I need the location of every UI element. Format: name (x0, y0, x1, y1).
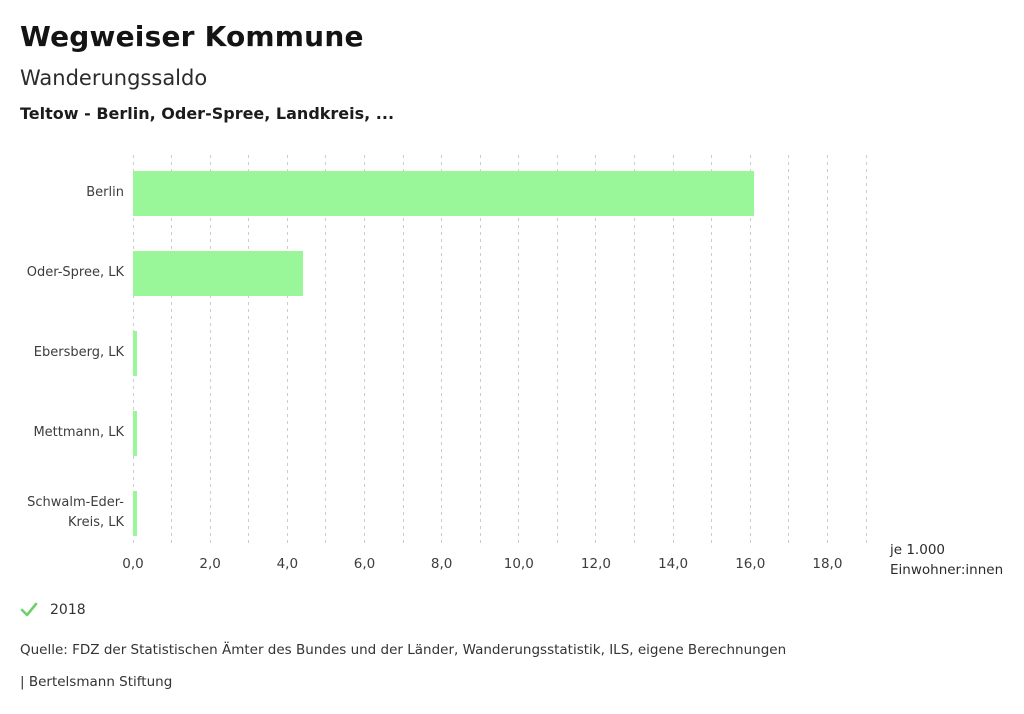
bar-row: Berlin (86, 153, 866, 233)
legend-item-2018[interactable]: 2018 (20, 602, 86, 618)
gridline (248, 155, 250, 545)
check-icon (20, 602, 38, 617)
gridline (749, 155, 751, 545)
category-label: Berlin (86, 184, 124, 200)
gridline (518, 155, 520, 545)
category-label: Ebersberg, LK (33, 344, 124, 360)
category-label: Schwalm-Eder-Kreis, LK (27, 494, 124, 530)
gridline (672, 155, 674, 545)
x-axis-unit-line-1: je 1.000 (890, 542, 945, 558)
bar[interactable] (133, 330, 137, 376)
x-tick-label: 0,0 (122, 556, 144, 572)
source-text: Quelle: FDZ der Statistischen Ämter des … (20, 642, 787, 658)
x-tick-label: 4,0 (276, 556, 299, 572)
category-label: Oder-Spree, LK (26, 264, 124, 280)
gridline (595, 155, 597, 545)
x-tick-label: 16,0 (735, 556, 766, 572)
bar[interactable] (133, 490, 137, 536)
gridline (479, 155, 481, 545)
x-tick-label: 8,0 (430, 556, 453, 572)
page-title: Wegweiser Kommune (20, 20, 364, 53)
gridline (441, 155, 443, 545)
gridline (402, 155, 404, 545)
chart-context: Teltow - Berlin, Oder-Spree, Landkreis, … (20, 104, 395, 123)
chart-subtitle: Wanderungssaldo (20, 66, 208, 90)
x-axis-unit-label: je 1.000 Einwohner:innen (890, 540, 1003, 580)
gridline (286, 155, 288, 545)
bar-row: Oder-Spree, LK (27, 233, 866, 313)
x-axis-unit-line-2: Einwohner:innen (890, 562, 1004, 578)
gridline (363, 155, 365, 545)
gridline (171, 155, 173, 545)
gridline (865, 155, 867, 545)
bar-row: Schwalm-Eder-Kreis, LK (27, 473, 866, 553)
category-label: Mettmann, LK (33, 424, 124, 440)
x-tick-label: 10,0 (503, 556, 534, 572)
x-tick-label: 12,0 (580, 556, 611, 572)
gridline (325, 155, 327, 545)
gridline (826, 155, 828, 545)
bar[interactable] (133, 170, 755, 216)
gridline (209, 155, 211, 545)
x-tick-label: 14,0 (658, 556, 689, 572)
bar[interactable] (133, 410, 137, 456)
attribution-text: | Bertelsmann Stiftung (20, 674, 173, 690)
legend-label: 2018 (50, 602, 86, 618)
bar-row: Mettmann, LK (33, 393, 866, 473)
bar-row: Ebersberg, LK (34, 313, 866, 393)
bar[interactable] (133, 250, 303, 296)
x-tick-label: 18,0 (812, 556, 843, 572)
x-tick-label: 6,0 (353, 556, 376, 572)
gridline (788, 155, 790, 545)
gridline (556, 155, 558, 545)
gridline (634, 155, 636, 545)
x-axis: 0,0 2,0 4,0 6,0 8,0 10,0 12,0 14,0 16,0 18,0 (122, 556, 866, 574)
plot-area: Berlin Oder-Spree, LK Ebersberg, LK Mettman… (27, 153, 867, 553)
x-tick-label: 2,0 (199, 556, 221, 572)
gridline (711, 155, 713, 545)
